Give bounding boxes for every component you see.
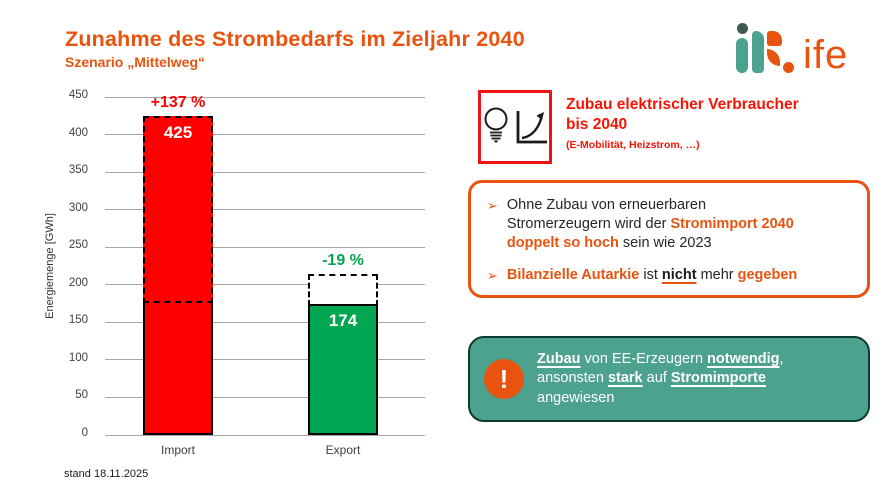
text-segment: ist bbox=[639, 267, 662, 284]
export-reference-dashed-box bbox=[308, 273, 378, 307]
y-tick-label: 400 bbox=[68, 126, 88, 139]
logo-shape bbox=[783, 62, 794, 73]
date-stamp: stand 18.11.2025 bbox=[64, 468, 149, 480]
import-value-label: 425 bbox=[163, 122, 193, 142]
findings-box: ➢ Ohne Zubau von erneuerbaren Stromerzeug… bbox=[468, 180, 870, 298]
text-segment: Stromimporte bbox=[670, 370, 766, 387]
text-segment: mehr bbox=[696, 267, 738, 284]
y-tick-label: 150 bbox=[68, 314, 88, 327]
export-change-label: -19 % bbox=[322, 251, 364, 269]
gridline bbox=[105, 134, 425, 136]
bullet-item: ➢ Ohne Zubau von erneuerbaren Stromerzeug… bbox=[487, 196, 853, 253]
y-tick-label: 100 bbox=[68, 351, 88, 364]
logo-shape bbox=[767, 49, 780, 66]
logo-shape bbox=[752, 31, 764, 73]
y-tick-label: 350 bbox=[68, 164, 88, 177]
text-segment: Ohne Zubau von erneuerbaren bbox=[506, 197, 707, 213]
alert-box: ! Zubau von EE-Erzeugern notwendig, anson… bbox=[468, 336, 870, 422]
text-segment: Bilanzielle Autarkie bbox=[506, 267, 640, 284]
ife-logo: ife bbox=[736, 22, 849, 77]
text-segment: nicht bbox=[661, 267, 697, 284]
y-tick-label: 250 bbox=[68, 239, 88, 252]
x-category-label: Export bbox=[325, 443, 361, 457]
logo-shape bbox=[737, 23, 748, 34]
gridline bbox=[105, 171, 425, 173]
gridline bbox=[105, 321, 425, 323]
lightbulb-icon bbox=[484, 107, 508, 143]
text-segment: Zubau bbox=[537, 351, 581, 368]
y-tick-label: 0 bbox=[81, 427, 88, 439]
consumer-subheading: (E-Mobilität, Heizstrom, …) bbox=[566, 139, 700, 151]
bullet-text: Ohne Zubau von erneuerbaren Stromerzeuger… bbox=[507, 196, 794, 253]
gridline bbox=[105, 284, 425, 286]
bullet-text: Bilanzielle Autarkie ist nicht mehr gege… bbox=[507, 266, 797, 286]
text-segment: doppelt so hoch bbox=[506, 235, 619, 252]
import-bar-2023-solid bbox=[143, 300, 213, 435]
text-segment: Stromerzeugern wird der bbox=[506, 216, 671, 233]
export-value-label: 174 bbox=[328, 311, 358, 331]
gridline bbox=[105, 396, 425, 398]
gridline bbox=[105, 434, 425, 436]
gridline bbox=[105, 96, 425, 98]
text-segment: Stromimport 2040 bbox=[670, 216, 794, 233]
bullet-item: ➢ Bilanzielle Autarkie ist nicht mehr ge… bbox=[487, 266, 853, 286]
gridline bbox=[105, 209, 425, 211]
gridline bbox=[105, 359, 425, 361]
text-segment: von EE-Erzeugern bbox=[580, 351, 708, 368]
text-segment: , bbox=[779, 351, 784, 368]
text-segment: notwendig bbox=[707, 351, 780, 368]
page-title: Zunahme des Strombedarfs im Zieljahr 204… bbox=[65, 27, 525, 51]
logo-shape bbox=[736, 38, 748, 73]
page-subtitle: Szenario „Mittelweg“ bbox=[65, 54, 206, 70]
text-segment: auf bbox=[642, 370, 671, 387]
x-category-label: Import bbox=[160, 443, 195, 457]
y-axis-title: Energiemenge [GWh] bbox=[44, 213, 56, 319]
text-segment: gegeben bbox=[737, 267, 798, 284]
text-segment: stark bbox=[607, 370, 643, 387]
consumer-icon-box bbox=[478, 90, 552, 164]
alert-text: Zubau von EE-Erzeugern notwendig, ansonst… bbox=[537, 350, 784, 408]
arrow-bullet-icon: ➢ bbox=[487, 198, 498, 213]
export-bar bbox=[308, 304, 378, 435]
text-segment: ansonsten bbox=[537, 370, 608, 387]
y-tick-label: 50 bbox=[75, 389, 88, 402]
gridline bbox=[105, 246, 425, 248]
exclamation-icon: ! bbox=[484, 359, 524, 399]
ife-logo-icon bbox=[736, 22, 796, 74]
text-segment: angewiesen bbox=[537, 389, 615, 406]
arrow-bullet-icon: ➢ bbox=[487, 268, 498, 284]
import-change-label: +137 % bbox=[150, 93, 206, 111]
y-tick-label: 450 bbox=[68, 89, 88, 101]
ife-logo-text: ife bbox=[803, 33, 849, 77]
text-segment: sein wie 2023 bbox=[618, 235, 712, 252]
logo-shape bbox=[767, 31, 782, 46]
y-tick-label: 300 bbox=[68, 201, 88, 214]
y-tick-label: 200 bbox=[68, 276, 88, 289]
growth-arrow-chart-icon bbox=[516, 111, 547, 144]
consumer-heading: Zubau elektrischer Verbraucher bis 2040 bbox=[566, 96, 799, 134]
